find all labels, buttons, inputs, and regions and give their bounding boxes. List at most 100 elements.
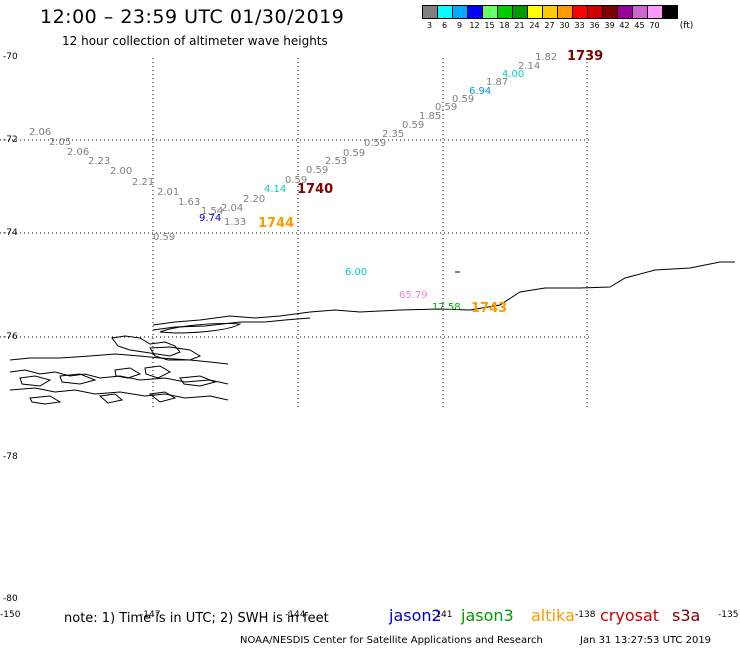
coastline-segment <box>111 335 181 357</box>
wave-height-value: 2.14 <box>518 61 540 72</box>
coastline-segment <box>59 373 97 385</box>
color-swatch <box>512 5 528 19</box>
coastline <box>9 261 735 405</box>
wave-height-labels: 1.822.144.001.876.940.590.591.850.592.35… <box>29 52 557 313</box>
satellite-legend-item: jason3 <box>461 606 514 625</box>
wave-height-value: 2.00 <box>110 166 132 177</box>
wave-height-value: 2.21 <box>132 177 154 188</box>
wave-height-value: 17.58 <box>432 302 461 313</box>
wave-height-value: 4.00 <box>502 69 524 80</box>
color-scale-label: 33 <box>574 21 585 30</box>
color-swatch <box>422 5 438 19</box>
color-swatch <box>647 5 663 19</box>
color-scale-label: 42 <box>619 21 630 30</box>
satellite-legend-item: jason2 <box>389 606 442 625</box>
wave-height-value: 0.59 <box>153 232 175 243</box>
color-scale-label: 24 <box>529 21 540 30</box>
coastline-segment <box>9 387 229 401</box>
color-scale-label: 27 <box>544 21 555 30</box>
color-swatch <box>452 5 468 19</box>
wave-height-value: 2.23 <box>88 156 110 167</box>
color-swatch <box>542 5 558 19</box>
wave-height-value: 0.59 <box>435 102 457 113</box>
satellite-legend-item: altika <box>531 606 575 625</box>
pass-time-label: 1740 <box>297 182 333 197</box>
wave-height-value: 1.63 <box>178 197 200 208</box>
color-scale-label: 70 <box>649 21 660 30</box>
wave-height-value: 2.35 <box>382 129 404 140</box>
color-scale-label <box>662 21 677 31</box>
latitude-label: -76 <box>3 332 18 342</box>
coastline-segment <box>179 375 217 387</box>
coastline-segment <box>148 391 177 403</box>
color-scale-label: 18 <box>499 21 510 30</box>
coastline-segment <box>98 393 124 404</box>
color-swatch <box>587 5 603 19</box>
wave-height-value: 65.79 <box>399 290 428 301</box>
color-swatch <box>527 5 543 19</box>
color-scale-label: 30 <box>559 21 570 30</box>
coastline-segment <box>144 365 172 379</box>
longitude-label: -141 <box>432 610 452 620</box>
color-swatch <box>602 5 618 19</box>
coastline-segment <box>9 353 229 365</box>
wave-height-value: 1.85 <box>419 111 441 122</box>
wave-height-value: 2.01 <box>157 187 179 198</box>
latitude-label: -80 <box>3 594 18 604</box>
color-swatch <box>617 5 633 19</box>
coastline-segment <box>29 395 62 405</box>
wave-height-value: 0.59 <box>452 94 474 105</box>
wave-height-value: 6.00 <box>345 267 367 278</box>
color-scale-swatches <box>422 5 694 19</box>
wave-height-value: 0.59 <box>285 175 307 186</box>
pass-time-labels: 1739 1740 1744 1743 <box>258 49 603 316</box>
color-scale-label: 45 <box>634 21 645 30</box>
pass-time-label: 1744 <box>258 216 294 231</box>
color-scale-label: 21 <box>514 21 525 30</box>
wave-height-value: 6.94 <box>469 86 491 97</box>
page-title: 12:00 – 23:59 UTC 01/30/2019 <box>40 6 345 28</box>
color-scale-label: 12 <box>469 21 480 30</box>
color-swatch <box>572 5 588 19</box>
coastline-segment <box>152 261 735 326</box>
pass-time-label: 1743 <box>471 301 507 316</box>
wave-height-value: 0.59 <box>306 165 328 176</box>
footer-note: note: 1) Time is in UTC; 2) SWH is in fe… <box>64 611 329 626</box>
longitude-label: -138 <box>575 610 596 620</box>
color-scale-label: 6 <box>441 21 448 30</box>
wave-height-value: 0.59 <box>343 148 365 159</box>
latitude-label: -70 <box>3 52 18 62</box>
coastline-segment <box>152 317 311 331</box>
color-scale-label: 36 <box>589 21 600 30</box>
page-subtitle: 12 hour collection of altimeter wave hei… <box>62 34 328 48</box>
color-swatch <box>437 5 453 19</box>
graticule <box>0 58 590 408</box>
credit-line: NOAA/NESDIS Center for Satellite Applica… <box>240 635 543 646</box>
wave-height-value: 1.87 <box>486 77 508 88</box>
wave-height-value: 1.33 <box>224 217 246 228</box>
longitude-label: -150 <box>0 610 21 620</box>
satellite-legend-item: s3a <box>672 606 701 625</box>
longitude-label: -135 <box>718 610 738 620</box>
color-scale-label: 15 <box>484 21 495 30</box>
wave-height-value: 0.59 <box>402 120 424 131</box>
latitude-label: -74 <box>3 228 18 238</box>
longitude-label: -144 <box>285 610 306 620</box>
color-scale-label: 3 <box>426 21 433 30</box>
color-scale-unit: (ft) <box>679 21 694 31</box>
longitude-label: -147 <box>140 610 160 620</box>
color-swatch <box>467 5 483 19</box>
wave-height-value: 2.53 <box>325 156 347 167</box>
pass-time-label: 1739 <box>567 49 603 64</box>
generated-timestamp: Jan 31 13:27:53 UTC 2019 <box>580 635 712 646</box>
color-scale-legend: 3 6 9 12 15 18 21 24 27 30 33 36 39 42 45 70 (ft) <box>422 5 694 31</box>
wave-height-value: 9.74 <box>199 213 221 224</box>
coastline-segment <box>149 346 202 361</box>
wave-height-value: 0.59 <box>364 138 386 149</box>
wave-height-value: 1.82 <box>535 52 557 63</box>
axis-labels: -70 -72 -74 -76 -78 -80 -150 -147 -144 -141 -138 -1… <box>0 52 738 620</box>
color-scale-labels: 3 6 9 12 15 18 21 24 27 30 33 36 39 42 45 70 (ft) <box>422 21 694 31</box>
coastline-segment <box>114 367 142 379</box>
latitude-label: -78 <box>3 452 18 462</box>
